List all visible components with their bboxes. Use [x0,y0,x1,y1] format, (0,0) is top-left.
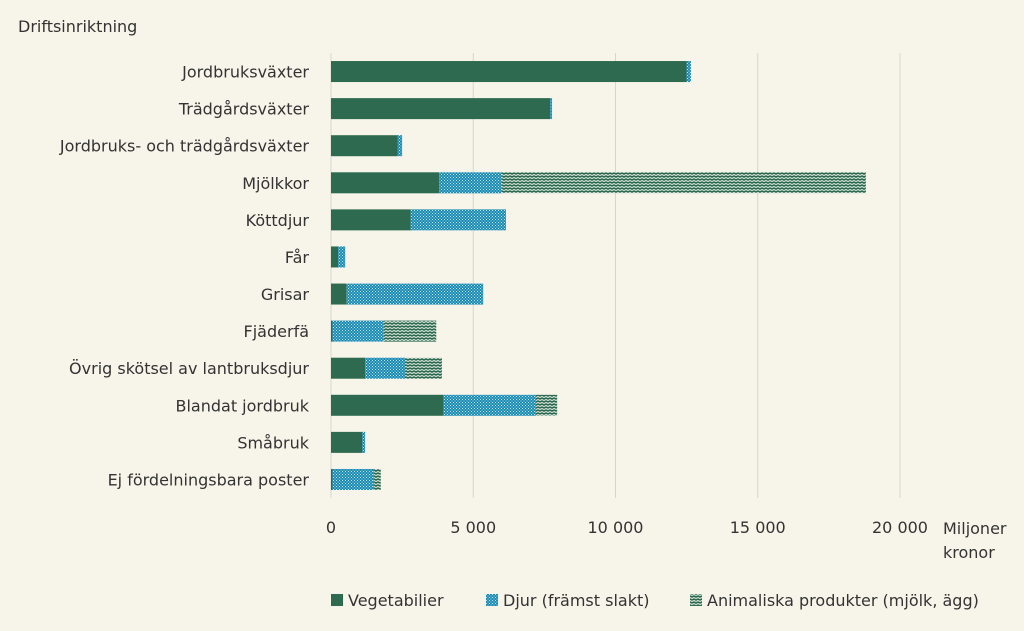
bar-vegetabilier-kottdjur [331,209,411,231]
category-label: Ej fördelningsbara poster [108,470,310,489]
x-tick-label: 0 [326,518,336,537]
bar-djur-framst-slakt-kottdjur [410,209,506,231]
category-label: Jordbruks- och trädgårdsväxter [59,137,310,156]
bar-djur-framst-slakt-ej-fordelningsbara-poster [332,468,374,490]
bar-animaliska-produkter-mjolk-agg-fjaderfa [383,320,437,342]
bar-vegetabilier-far [331,246,339,268]
category-labels: Jordbruksväxter Trädgårdsväxter Jordbruks-… [59,63,310,490]
bar-djur-framst-slakt-jordbruks-och-tradgardsvaxter [397,135,403,157]
grid-lines [330,53,901,498]
category-label: Köttdjur [246,211,310,230]
x-axis-unit: Miljoner kronor [943,519,1012,562]
x-axis-unit-line-1: Miljoner [943,519,1007,538]
bar-vegetabilier-jordbruksvaxter [331,61,687,83]
bar-djur-framst-slakt-smabruk [362,431,366,453]
bar-vegetabilier-grisar [331,283,347,305]
bar-vegetabilier-mjolkkor [331,172,440,194]
category-label: Blandat jordbruk [175,396,309,415]
y-axis-title: Driftsinriktning [18,17,137,36]
legend: Vegetabilier Djur (främst slakt) Animalisk… [331,591,979,610]
category-label: Småbruk [237,433,309,452]
bar-animaliska-produkter-mjolk-agg-ej-fordelningsbara-poster [373,468,381,490]
category-label: Mjölkkor [242,174,309,193]
category-label: Fjäderfä [244,322,309,341]
bar-vegetabilier-smabruk [331,431,363,453]
legend-swatch-vegetabilier [331,594,343,606]
x-tick-label: 20 000 [872,518,928,537]
bar-djur-framst-slakt-fjaderfa [332,320,384,342]
bar-vegetabilier-jordbruks-och-tradgardsvaxter [331,135,398,157]
category-label: Trädgårdsväxter [178,100,310,119]
bar-vegetabilier-fjaderfa [331,320,333,342]
category-label: Får [285,248,310,267]
bar-djur-framst-slakt-far [338,246,346,268]
legend-label-animaliska-produkter-mjolk-agg: Animaliska produkter (mjölk, ägg) [707,591,979,610]
legend-swatch-animaliska-produkter-mjolk-agg [690,594,702,606]
bar-djur-framst-slakt-blandat-jordbruk [443,394,536,416]
x-tick-label: 10 000 [588,518,644,537]
legend-label-vegetabilier: Vegetabilier [348,591,444,610]
bar-djur-framst-slakt-ovrig-skotsel-av-lantbruksdjur [365,357,405,379]
bar-animaliska-produkter-mjolk-agg-mjolkkor [501,172,866,194]
bar-vegetabilier-ovrig-skotsel-av-lantbruksdjur [331,357,366,379]
legend-label-djur-framst-slakt: Djur (främst slakt) [503,591,649,610]
x-tick-labels: 0 5 000 10 000 15 000 20 000 [326,518,928,537]
bar-djur-framst-slakt-grisar [346,283,484,305]
bar-djur-framst-slakt-jordbruksvaxter [686,61,691,83]
category-label: Övrig skötsel av lantbruksdjur [69,359,309,378]
x-tick-label: 5 000 [450,518,496,537]
bar-vegetabilier-tradgardsvaxter [331,98,551,120]
bar-vegetabilier-ej-fordelningsbara-poster [331,468,333,490]
bar-djur-framst-slakt-tradgardsvaxter [550,98,553,120]
category-label: Grisar [261,285,310,304]
x-tick-label: 15 000 [730,518,786,537]
category-label: Jordbruksväxter [181,63,309,82]
bar-series [331,61,866,490]
x-axis-unit-line-2: kronor [943,543,995,562]
legend-swatch-djur-framst-slakt [486,594,498,606]
bar-vegetabilier-blandat-jordbruk [331,394,444,416]
bar-djur-framst-slakt-mjolkkor [439,172,502,194]
bar-animaliska-produkter-mjolk-agg-blandat-jordbruk [535,394,558,416]
bar-animaliska-produkter-mjolk-agg-ovrig-skotsel-av-lantbruksdjur [404,357,442,379]
